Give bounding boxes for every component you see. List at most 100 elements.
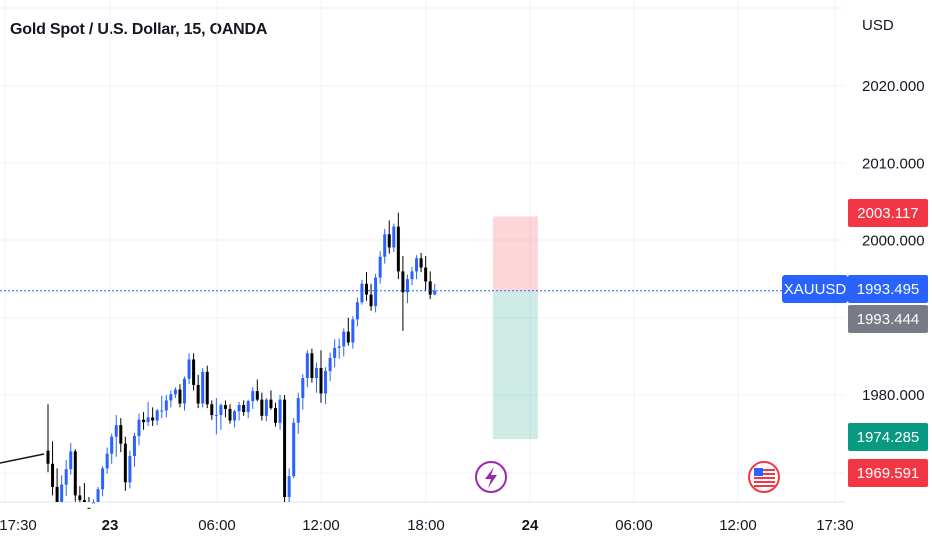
candle [219, 403, 223, 430]
candle-body [73, 451, 77, 496]
candle-body [292, 422, 296, 477]
candle-body [223, 405, 227, 409]
candle [155, 408, 159, 426]
candle-body [428, 281, 432, 295]
candle-body [365, 283, 368, 295]
candle [187, 353, 191, 385]
candle [428, 271, 432, 300]
price-badge-label: 1974.285 [857, 429, 920, 446]
time-tick-label: 23 [102, 517, 119, 534]
candle [164, 395, 168, 418]
candle [214, 398, 218, 435]
currency-label: USD [862, 17, 894, 34]
candle [283, 395, 287, 502]
candle-body [296, 398, 300, 423]
price-badge: 1969.591 [848, 459, 928, 487]
candle-body [132, 435, 136, 457]
time-tick-label: 24 [522, 517, 539, 534]
chart-title: Gold Spot / U.S. Dollar, 15, OANDA [10, 21, 268, 38]
candle [78, 486, 82, 502]
candle-body [128, 456, 132, 483]
candle-body [269, 399, 273, 409]
candle-body [46, 450, 50, 464]
candle [337, 338, 341, 359]
candle-body [183, 378, 186, 404]
candle [101, 466, 105, 497]
candle [401, 255, 405, 331]
lightning-icon[interactable] [475, 461, 507, 493]
stop-loss-zone[interactable] [493, 216, 538, 292]
price-badge-label: 1969.591 [857, 465, 920, 482]
candle-body [278, 399, 282, 423]
candle-body [242, 405, 246, 412]
candle [405, 274, 409, 304]
candle-body [396, 226, 400, 272]
candle [92, 499, 95, 504]
time-tick-label: 12:00 [302, 517, 340, 534]
candle-body [151, 417, 155, 421]
candle [310, 348, 314, 383]
candle [210, 400, 214, 420]
candle-body [310, 353, 314, 379]
candle [269, 390, 273, 410]
candle-body [237, 405, 241, 412]
candle [51, 441, 55, 496]
candle-body [287, 476, 291, 497]
candle-body [219, 405, 223, 416]
candle [396, 212, 400, 280]
price-axis[interactable]: USD 2020.000 2010.000 2000.000 1980.000 [862, 17, 925, 404]
candle-body [333, 347, 337, 358]
candle-body [378, 256, 382, 278]
candle [169, 390, 173, 408]
trendline[interactable] [0, 453, 45, 464]
candle [173, 387, 177, 399]
symbol-badge: XAUUSD [782, 275, 848, 303]
candle-body [260, 399, 264, 416]
candle [196, 374, 200, 409]
price-badge-bg [848, 459, 928, 487]
candle [237, 401, 241, 421]
candle [392, 223, 396, 253]
candle [383, 228, 387, 264]
candle-body [314, 367, 318, 379]
candle-body [105, 453, 109, 469]
candle [378, 251, 382, 284]
trendline-segment[interactable] [0, 453, 45, 464]
candle-body [155, 410, 159, 421]
price-badge-bg [848, 423, 928, 451]
candle-body [114, 425, 118, 437]
candle [314, 362, 318, 393]
candle-body [346, 331, 350, 343]
candle [246, 399, 250, 419]
candle [192, 353, 196, 391]
price-tick-label: 2000.000 [862, 233, 925, 250]
take-profit-zone[interactable] [493, 291, 538, 440]
candle-body [64, 469, 68, 485]
price-badges: 2003.117 1993.495 XAUUSD 1993.444 1974.285 19… [782, 199, 928, 487]
candle-body [283, 399, 287, 497]
position-tool[interactable] [493, 216, 538, 440]
candle-body [415, 258, 419, 272]
candle [242, 400, 246, 416]
symbol-badge-bg [782, 275, 848, 303]
candle [205, 365, 209, 409]
time-tick-label: 12:00 [719, 517, 757, 534]
us-flag-icon[interactable] [748, 461, 780, 493]
candle [251, 387, 255, 409]
candle [278, 395, 282, 430]
candle [146, 401, 150, 426]
candle-body [210, 404, 214, 416]
candle-body [424, 267, 428, 282]
candle-body [324, 371, 328, 394]
candle-body [246, 401, 250, 412]
candle [292, 418, 296, 479]
candle [137, 413, 141, 446]
candle [424, 255, 428, 291]
candle-body [69, 451, 73, 470]
candle [319, 350, 323, 403]
candle [433, 283, 437, 296]
time-axis[interactable]: 17:30 23 06:00 12:00 18:00 24 06:00 12:00 17:30 [0, 517, 854, 534]
candle-body [228, 408, 232, 421]
candle-body [274, 408, 277, 423]
